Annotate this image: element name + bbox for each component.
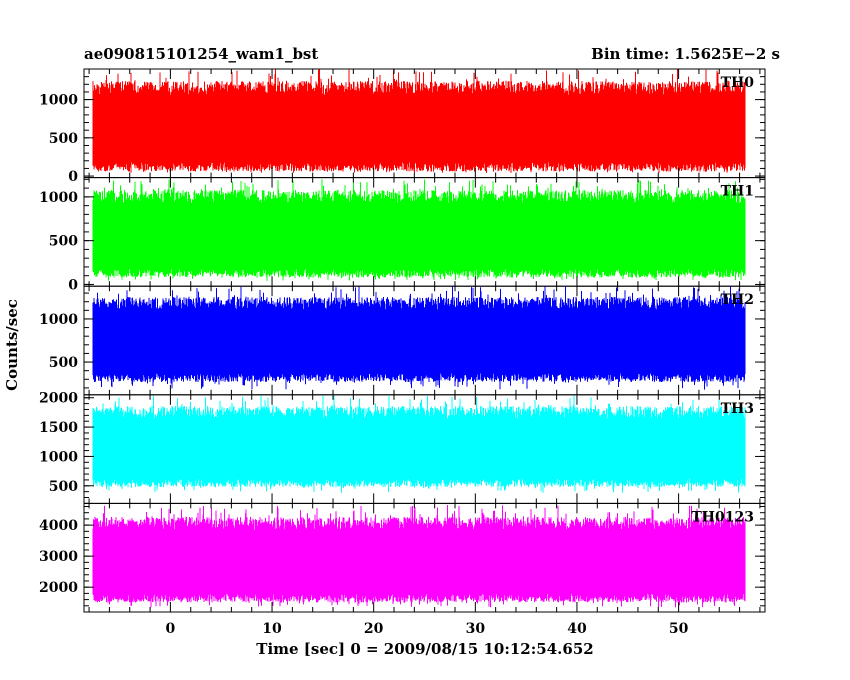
panel-th3: 500 1000 1500 2000 TH3	[39, 391, 766, 504]
panel-th0123: 2000 3000 4000 TH0123	[39, 502, 766, 613]
x-tick-label: 30	[466, 621, 486, 637]
panel-th0: 0 500 1000 TH0	[39, 68, 766, 185]
series-th3	[92, 394, 746, 493]
panel-label-th0: TH0	[721, 75, 755, 91]
panel-label-th2: TH2	[721, 292, 754, 308]
y-tick-label: 3000	[39, 549, 78, 565]
panel-th1: 0 500 1000 TH1	[39, 177, 766, 293]
chart-title-left: ae090815101254_wam1_bst	[84, 45, 318, 63]
y-tick-label: 1000	[39, 190, 78, 206]
x-tick-label: 50	[669, 621, 689, 637]
panel-frame-th0123	[83, 502, 766, 613]
panel-label-th3: TH3	[721, 401, 754, 417]
y-tick-label: 1000	[39, 449, 78, 465]
x-tick-label: 20	[364, 621, 384, 637]
chart-title-right: Bin time: 1.5625E−2 s	[591, 45, 780, 63]
series-th0123	[92, 505, 746, 608]
y-tick-label: 4000	[39, 518, 78, 534]
y-axis-label: Counts/sec	[3, 299, 21, 391]
panel-label-th1: TH1	[721, 184, 754, 200]
y-tick-label: 2000	[39, 391, 78, 407]
y-tick-label: 500	[49, 131, 78, 147]
x-tick-label: 40	[567, 621, 587, 637]
x-tick-label: 0	[166, 621, 176, 637]
x-axis-label: Time [sec] 0 = 2009/08/15 10:12:54.652	[256, 640, 593, 658]
y-tick-label: 1000	[39, 312, 78, 328]
x-tick-label: 10	[262, 621, 282, 637]
y-tick-label: 500	[49, 234, 78, 250]
series-th2	[92, 286, 746, 390]
y-tick-label: 0	[68, 277, 78, 293]
y-tick-label: 0	[68, 169, 78, 185]
series-th0	[92, 69, 746, 173]
y-tick-label: 2000	[39, 580, 78, 596]
series-th1	[92, 179, 746, 281]
y-tick-label: 500	[49, 479, 78, 495]
panel-th2: 500 1000 TH2	[39, 285, 766, 396]
y-tick-label: 1500	[39, 420, 78, 436]
y-tick-label: 1000	[39, 93, 78, 109]
panel-label-th0123: TH0123	[691, 509, 754, 525]
y-tick-label: 500	[49, 355, 78, 371]
